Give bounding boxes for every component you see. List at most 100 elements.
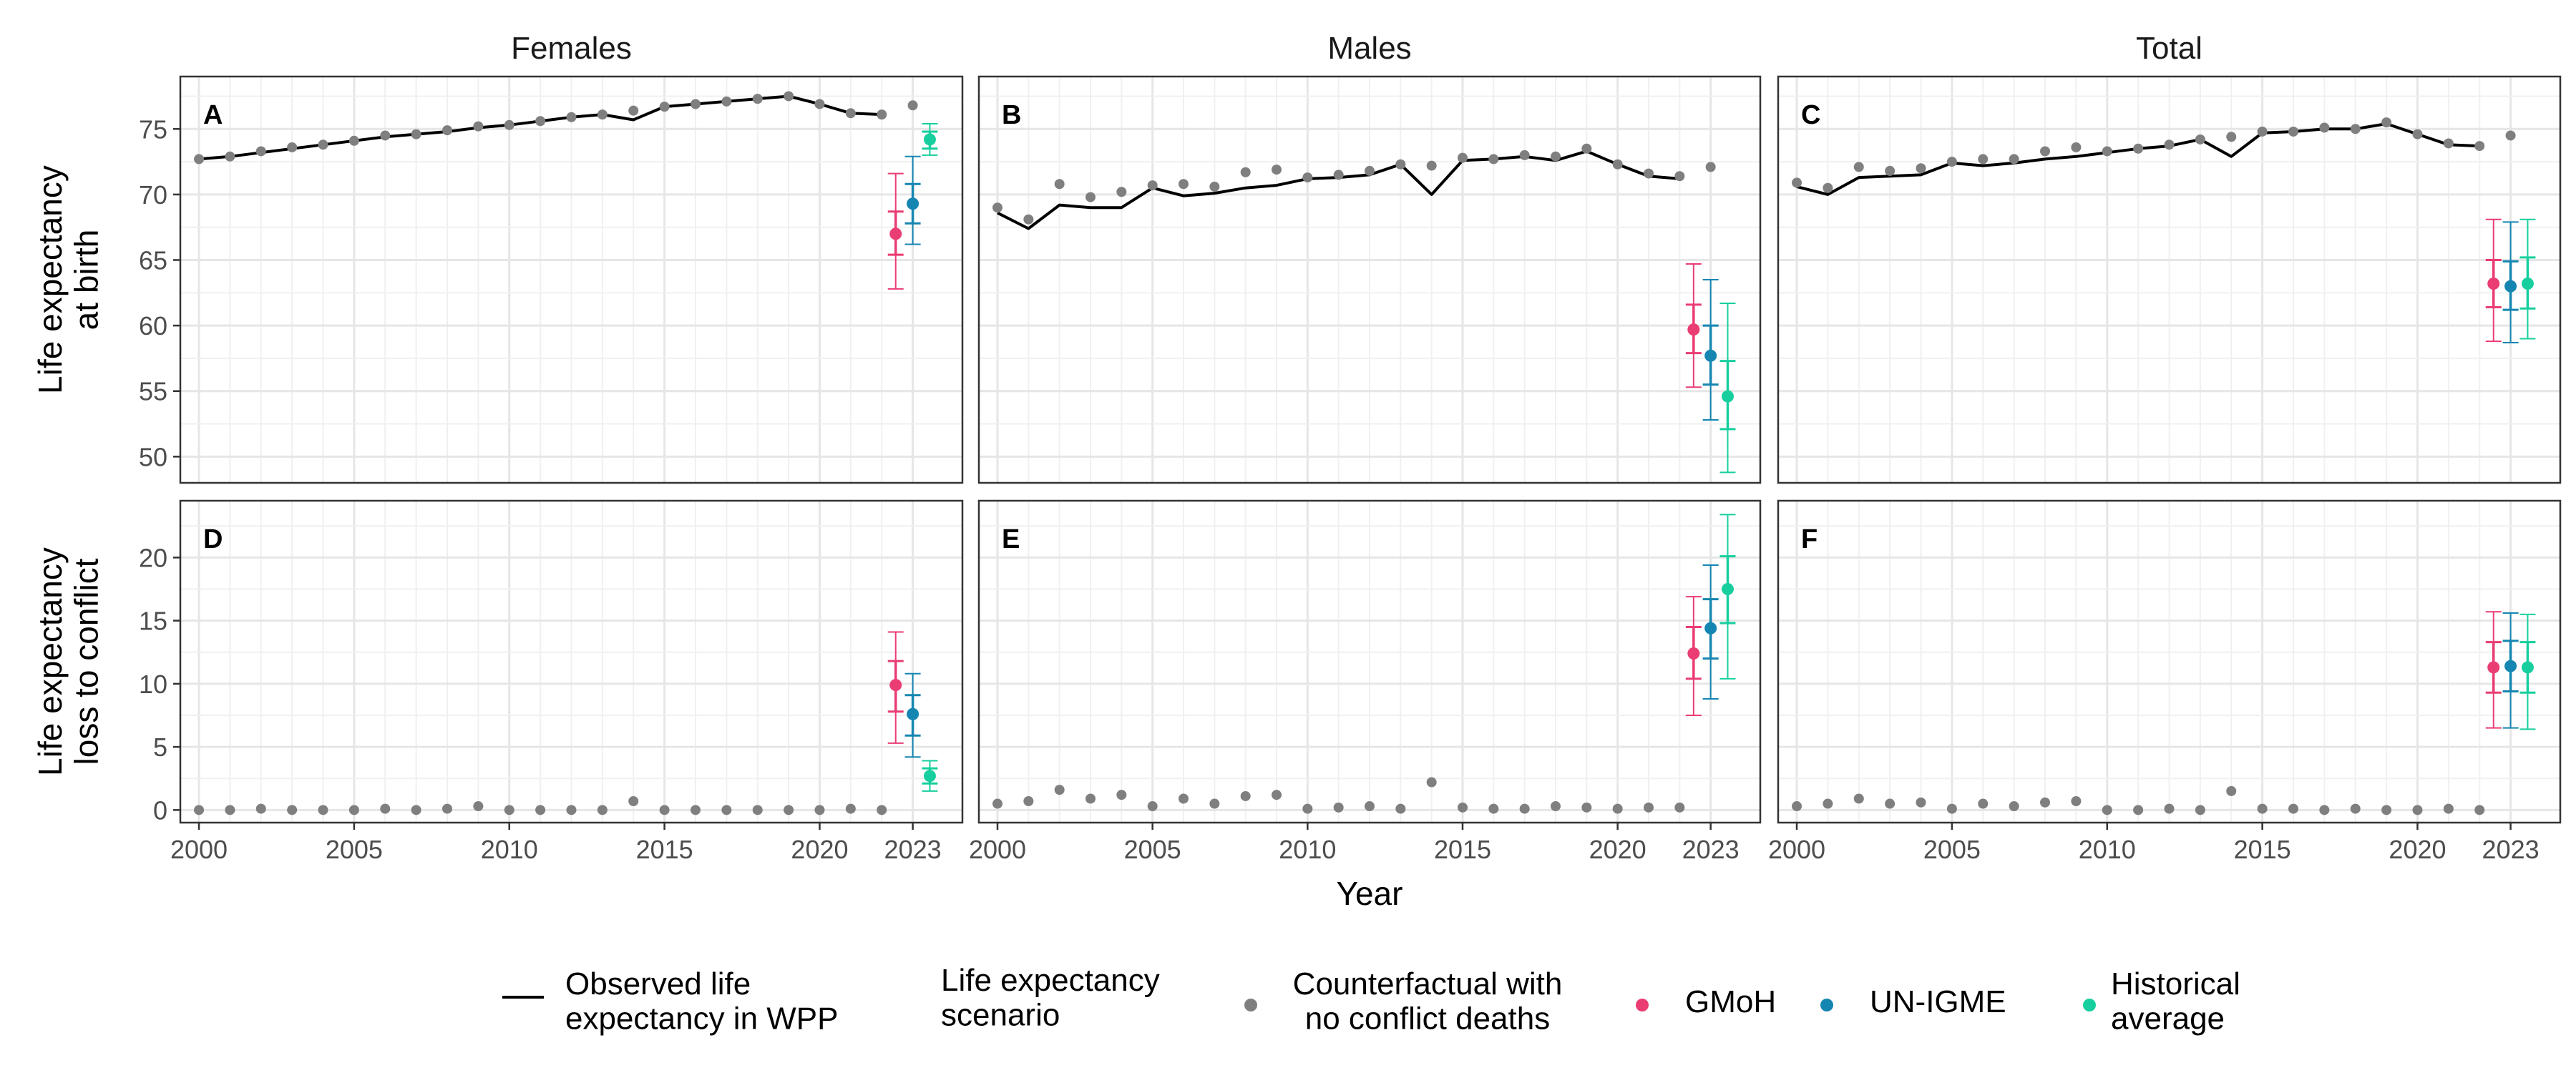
scenario-point-historical-average <box>923 133 936 146</box>
panel-c: C <box>1777 75 2562 484</box>
y-tick-label: 20 <box>139 543 167 572</box>
counterfactual-point <box>1551 151 1561 162</box>
counterfactual-point <box>473 801 484 812</box>
x-axis-title: Year <box>1337 875 1403 912</box>
counterfactual-point <box>1054 179 1065 190</box>
counterfactual-point <box>1853 793 1864 804</box>
counterfactual-point <box>1978 798 1989 809</box>
counterfactual-point <box>877 805 887 815</box>
counterfactual-point <box>1365 165 1375 176</box>
y-axis-title-row-2: Life expectancyloss to conflict <box>31 547 105 776</box>
counterfactual-point <box>597 805 608 815</box>
counterfactual-point <box>2443 138 2454 149</box>
counterfactual-point <box>2381 805 2392 815</box>
counterfactual-point <box>2071 796 2082 806</box>
counterfactual-point <box>784 91 794 102</box>
counterfactual-point <box>1612 803 1623 814</box>
counterfactual-point <box>690 805 701 815</box>
y-axis-title-line: Life expectancy <box>31 165 69 394</box>
counterfactual-point <box>721 96 732 107</box>
counterfactual-point <box>1978 154 1989 165</box>
counterfactual-point <box>1488 803 1499 814</box>
counterfactual-point <box>992 798 1002 809</box>
panel-d: D 0 5 10 15 20 2000 2005 2010 2015 2020 2023 <box>139 499 964 864</box>
counterfactual-point <box>659 805 670 815</box>
counterfactual-point <box>2474 141 2485 152</box>
counterfactual-point <box>1792 177 1802 188</box>
counterfactual-point <box>2040 146 2051 157</box>
x-tick-label: 2015 <box>1434 835 1491 864</box>
y-tick-label: 10 <box>139 670 167 699</box>
counterfactual-point <box>2412 129 2423 139</box>
counterfactual-point <box>1916 797 1926 808</box>
counterfactual-point <box>690 99 701 109</box>
counterfactual-point <box>752 805 763 815</box>
counterfactual-point <box>2195 805 2205 815</box>
counterfactual-point <box>2164 803 2175 814</box>
counterfactual-point <box>597 109 608 120</box>
legend-key-un-igme <box>1820 999 1833 1011</box>
counterfactual-point <box>2319 805 2330 815</box>
counterfactual-point <box>907 100 918 111</box>
scenario-point-un-igme <box>1704 622 1717 635</box>
legend-observed-label: Observed life expectancy in WPP <box>565 966 839 1036</box>
scenario-point-historical-average <box>923 770 936 783</box>
counterfactual-point <box>1612 159 1623 170</box>
scenario-point-historical-average <box>1722 390 1734 403</box>
legend-key-gmoh <box>1636 999 1649 1011</box>
counterfactual-point <box>1644 802 1654 813</box>
legend-text-line: Historical <box>2111 966 2240 1001</box>
panel-tag: C <box>1801 100 1820 130</box>
counterfactual-point <box>628 105 639 116</box>
counterfactual-point <box>1581 802 1592 813</box>
legend-text-line: GMoH <box>1685 984 1776 1019</box>
counterfactual-point <box>1395 159 1406 170</box>
counterfactual-point <box>2288 803 2298 814</box>
counterfactual-point <box>287 805 298 815</box>
y-tick-label: 50 <box>139 442 167 471</box>
y-tick-label: 60 <box>139 311 167 340</box>
scenario-point-gmoh <box>1687 647 1700 660</box>
counterfactual-point <box>535 116 546 127</box>
panel-b: B <box>977 75 1762 484</box>
counterfactual-point <box>535 805 546 815</box>
counterfactual-point <box>2350 124 2361 134</box>
y-tick-label: 5 <box>153 733 167 762</box>
counterfactual-point <box>1147 180 1158 191</box>
x-tick-label: 2023 <box>2482 835 2540 864</box>
panel-border <box>977 75 1762 484</box>
panel-border <box>179 75 964 484</box>
scenario-point-un-igme <box>907 197 919 210</box>
legend-key-historical-average <box>2083 999 2096 1011</box>
counterfactual-point <box>1551 801 1561 812</box>
counterfactual-point <box>1885 165 1896 176</box>
counterfactual-point <box>628 796 639 806</box>
y-tick-label: 0 <box>153 795 167 825</box>
counterfactual-point <box>1426 777 1437 788</box>
legend-label-historical-average: Historical average <box>2111 966 2240 1036</box>
counterfactual-point <box>845 108 856 119</box>
counterfactual-point <box>1209 798 1220 809</box>
counterfactual-point <box>411 129 421 139</box>
scenario-point-gmoh <box>1687 323 1700 336</box>
panel-tag: F <box>1801 524 1818 554</box>
counterfactual-point <box>1458 152 1468 163</box>
counterfactual-point <box>348 135 359 146</box>
counterfactual-point <box>1272 790 1282 800</box>
counterfactual-point <box>1333 802 1344 813</box>
counterfactual-point <box>752 94 763 104</box>
legend-label-counterfactual: Counterfactual with no conflict deaths <box>1293 966 1563 1036</box>
counterfactual-point <box>1823 798 1833 809</box>
counterfactual-point <box>1179 793 1189 804</box>
facet-strip-males: Males <box>1327 31 1411 66</box>
counterfactual-point <box>1240 790 1251 801</box>
counterfactual-point <box>1054 785 1065 795</box>
legend-text-line: UN-IGME <box>1870 984 2006 1019</box>
x-tick-label: 2020 <box>1589 835 1646 864</box>
counterfactual-point <box>1674 171 1685 182</box>
counterfactual-point <box>318 805 328 815</box>
counterfactual-point <box>1946 803 1957 814</box>
panel-a: A 50 55 60 65 70 75 <box>139 75 964 484</box>
counterfactual-point <box>348 805 359 815</box>
counterfactual-point <box>1705 162 1716 172</box>
